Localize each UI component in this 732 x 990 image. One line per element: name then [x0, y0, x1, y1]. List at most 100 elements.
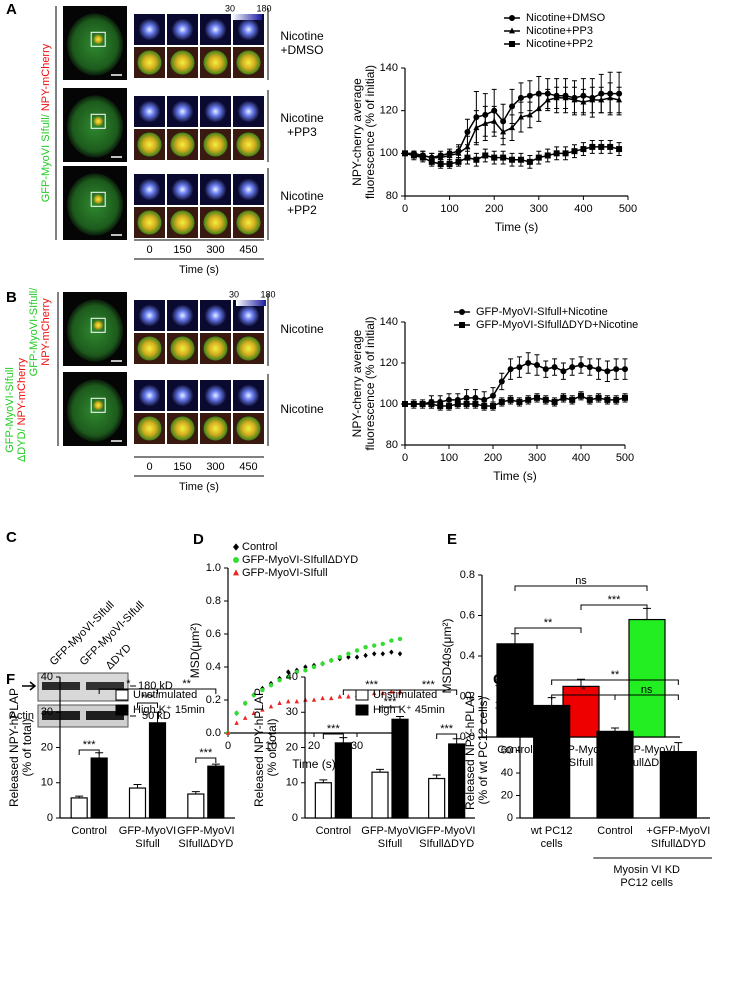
marker: [473, 156, 480, 163]
thumb-spot: [137, 210, 162, 235]
marker: [498, 378, 505, 385]
x-tick-label: 400: [572, 452, 590, 464]
marker: [525, 360, 532, 366]
x-tick-label: Control: [316, 825, 351, 837]
marker: [578, 362, 584, 369]
marker: [372, 643, 377, 648]
thumb-spot: [138, 304, 161, 327]
thumb-spot: [237, 100, 260, 123]
thumb-spot: [236, 416, 261, 441]
colorbar-label: 180: [260, 289, 275, 299]
marker: [589, 143, 596, 150]
x-tick-label: SIfull: [378, 838, 402, 850]
marker: [277, 678, 282, 683]
thumb-spot: [170, 416, 195, 441]
marker: [464, 154, 471, 161]
marker: [551, 398, 558, 405]
significance-bracket: [514, 585, 648, 591]
thumb-spot: [203, 416, 228, 441]
marker: [534, 362, 540, 369]
significance-label: ***: [327, 723, 341, 735]
marker: [303, 668, 308, 673]
y-tick-label: 30: [41, 706, 53, 718]
bar: [596, 730, 634, 819]
cell: [66, 379, 124, 442]
marker: [562, 150, 569, 157]
time-label: Time (s): [179, 481, 219, 493]
marker: [526, 92, 533, 99]
y-tick-label: 20: [286, 741, 298, 753]
x-axis-label: Time (s): [495, 220, 539, 234]
marker: [389, 689, 394, 694]
marker: [472, 394, 479, 401]
bar: [448, 743, 466, 819]
y-axis-label: MSD(μm²): [188, 623, 202, 679]
side-label: GFP-MyoVI-SIfull/: [28, 287, 40, 377]
bar: [371, 771, 389, 819]
marker: [517, 94, 524, 101]
marker: [613, 396, 620, 403]
x-tick-label: Control: [497, 744, 532, 756]
x-tick-label: 0: [402, 452, 408, 464]
marker: [459, 309, 465, 315]
marker: [535, 154, 542, 161]
x-tick-label: 400: [574, 203, 592, 215]
marker: [286, 699, 291, 704]
marker: [428, 401, 435, 407]
y-axis-label: NPY-cherry average: [350, 78, 364, 186]
marker: [507, 396, 514, 403]
marker: [446, 396, 452, 403]
thumb-spot: [237, 384, 260, 407]
marker: [525, 396, 532, 403]
marker: [509, 15, 515, 21]
thumb-spot: [203, 132, 228, 157]
marker: [580, 98, 587, 105]
x-tick-label: SIfullΔDYD: [651, 838, 706, 850]
marker: [286, 674, 291, 680]
marker: [243, 701, 248, 706]
condition-label: +PP3: [287, 125, 317, 139]
legend-label: GFP-MyoVI-SIfull: [242, 567, 328, 579]
marker: [428, 158, 435, 165]
marker: [562, 94, 569, 101]
x-tick-label: GFP-MyoVI: [418, 825, 475, 837]
marker: [553, 150, 560, 157]
y-tick-label: 100: [380, 147, 398, 159]
marker: [578, 392, 584, 399]
y-tick-label: 140: [380, 62, 398, 74]
thumb-spot: [170, 336, 195, 361]
significance-bracket: [322, 733, 344, 739]
marker: [491, 117, 498, 124]
marker: [234, 720, 239, 725]
thumb-spot: [171, 304, 194, 327]
significance-bracket: [78, 749, 100, 755]
marker: [464, 129, 471, 135]
y-tick-label: 80: [386, 190, 398, 202]
marker: [363, 652, 368, 659]
y-tick-label: 140: [380, 316, 398, 328]
thumb-spot: [204, 304, 227, 327]
granule: [93, 194, 104, 205]
y-tick-label: 0: [47, 812, 53, 824]
marker: [482, 119, 489, 126]
marker: [526, 158, 533, 165]
significance-label: ns: [641, 684, 653, 696]
thumb-spot: [204, 178, 227, 201]
x-tick-label: 200: [484, 452, 502, 464]
significance-label: ***: [83, 739, 97, 751]
marker: [303, 664, 308, 670]
marker: [507, 366, 514, 373]
legend-label: GFP-MyoVI-SIfull+Nicotine: [476, 306, 608, 318]
x-tick-label: SIfullΔDYD: [419, 838, 474, 850]
bar: [659, 751, 697, 819]
legend-label: Control: [242, 541, 277, 553]
panel-label: F: [6, 671, 15, 688]
x-tick-label: SIfull: [569, 757, 593, 769]
colorbar-label: 30: [229, 289, 239, 299]
legend-swatch: [115, 689, 129, 701]
marker: [277, 700, 282, 706]
significance-label: ns: [575, 575, 587, 587]
y-tick-label: 0.0: [460, 731, 475, 743]
marker: [243, 715, 248, 720]
marker: [544, 152, 551, 159]
